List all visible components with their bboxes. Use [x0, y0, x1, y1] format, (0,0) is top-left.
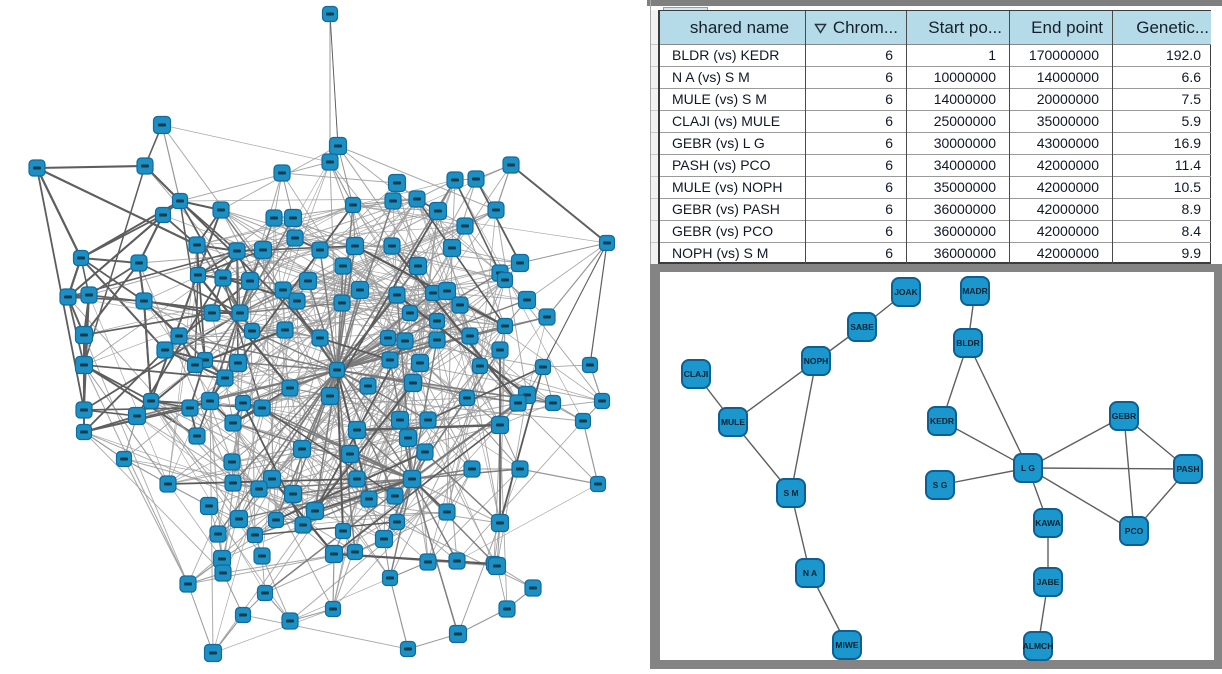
svg-text:SABE: SABE — [850, 322, 874, 332]
svg-text:S M: S M — [783, 488, 798, 498]
svg-text:KEDR: KEDR — [930, 416, 954, 426]
svg-text:N A: N A — [803, 568, 817, 578]
svg-text:JABE: JABE — [1037, 577, 1060, 587]
svg-text:PCO: PCO — [1125, 526, 1144, 536]
svg-text:KAWA: KAWA — [1035, 518, 1061, 528]
svg-text:MADR: MADR — [962, 286, 988, 296]
svg-text:PASH: PASH — [1177, 464, 1200, 474]
svg-text:BLDR: BLDR — [956, 338, 980, 348]
svg-text:L G: L G — [1021, 463, 1035, 473]
svg-text:MULE: MULE — [721, 417, 745, 427]
svg-text:NOPH: NOPH — [804, 356, 829, 366]
svg-text:ALMCH: ALMCH — [1023, 641, 1054, 651]
svg-text:S G: S G — [933, 480, 948, 490]
svg-text:CLAJI: CLAJI — [684, 369, 709, 379]
svg-text:GEBR: GEBR — [1112, 411, 1137, 421]
svg-text:JOAK: JOAK — [894, 287, 918, 297]
svg-text:MIWE: MIWE — [835, 640, 858, 650]
